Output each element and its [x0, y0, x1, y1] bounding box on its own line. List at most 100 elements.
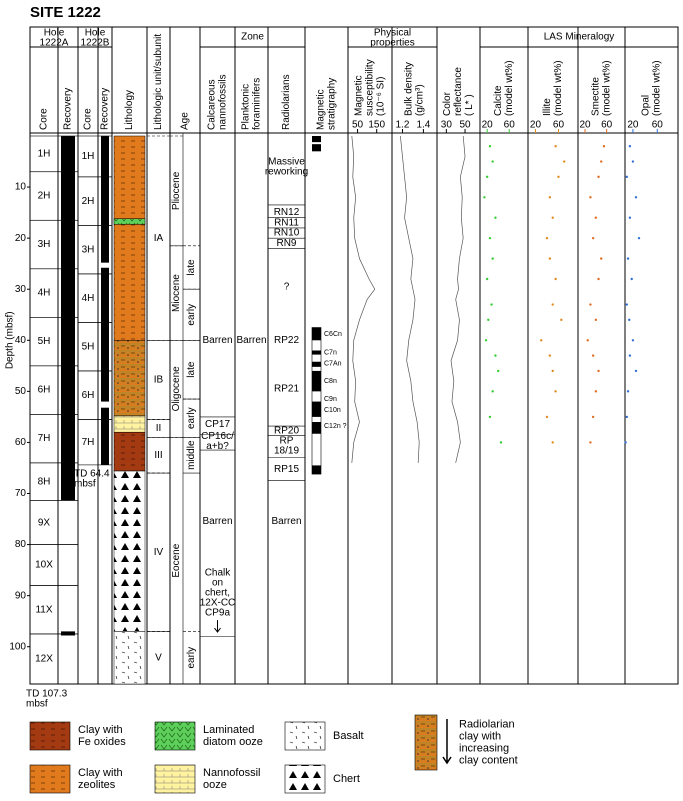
data-point	[594, 318, 598, 322]
zone-label: on	[212, 578, 223, 589]
zone-label: RP20	[274, 425, 299, 436]
column-header: Recovery	[63, 88, 74, 130]
legend-swatch	[154, 721, 196, 751]
column-header: (model wt%)	[504, 60, 515, 116]
data-point	[485, 175, 489, 179]
column-header: reflectance	[453, 67, 464, 116]
y-tick-label: 100	[9, 641, 26, 652]
interval-label: middle	[186, 440, 197, 470]
header: Hole	[85, 28, 106, 39]
data-point	[554, 277, 557, 281]
column-header: Lithology	[124, 90, 135, 130]
x-tick-label: 50	[352, 120, 364, 131]
x-tick-label: 20	[530, 120, 542, 131]
data-point	[594, 390, 598, 393]
data-point	[488, 145, 492, 148]
zone-label: a+b?	[206, 441, 229, 452]
core-label: 12X	[35, 654, 53, 665]
legend-swatch	[154, 764, 196, 794]
header: properties	[370, 38, 414, 49]
legend-label: increasing	[459, 742, 509, 754]
column-header: Magnetic	[316, 89, 327, 130]
column-header: Calcareous	[207, 79, 218, 130]
legend-label: zeolites	[78, 779, 116, 791]
legend-swatch	[29, 721, 71, 751]
zone-label: RP	[280, 436, 294, 447]
core-label: 7H	[38, 433, 51, 444]
td-note: TD 107.3	[26, 689, 68, 700]
zone-label: ?	[284, 281, 290, 292]
data-point	[594, 216, 598, 219]
legend-label: Nannofossil	[203, 767, 260, 779]
data-point	[628, 354, 632, 357]
data-point	[628, 145, 632, 148]
column-header: Illite	[542, 98, 553, 116]
data-point	[494, 216, 497, 219]
legend-label: diatom ooze	[203, 736, 263, 748]
data-point	[554, 390, 557, 393]
x-tick-label: 20	[627, 120, 639, 131]
legend-label: Basalt	[333, 730, 364, 742]
normal-polarity	[312, 422, 321, 434]
recovery-bar	[101, 267, 109, 402]
column-header: Smectite	[591, 77, 602, 116]
normal-polarity	[312, 401, 321, 417]
data-point	[497, 369, 500, 373]
core-label: 11X	[35, 604, 52, 615]
legend-label: clay with	[459, 730, 501, 742]
core-label: 2H	[82, 196, 95, 207]
core-label: 5H	[38, 336, 51, 347]
data-point	[494, 354, 497, 357]
axis-label: Depth (mbsf)	[5, 311, 16, 369]
core-label: 6H	[82, 390, 95, 401]
core-label: 6H	[38, 385, 51, 396]
normal-polarity	[312, 465, 321, 475]
data-point	[624, 441, 627, 444]
data-point	[589, 303, 592, 306]
zone-label: 12X-CC	[200, 598, 236, 609]
normal-polarity	[312, 370, 321, 392]
td-note: mbsf	[74, 479, 96, 490]
chron-label: C8n	[324, 378, 337, 385]
x-tick-label: 1.2	[396, 120, 410, 131]
legend-swatch	[284, 764, 326, 794]
chron-label: C10n	[324, 407, 341, 414]
x-tick-label: 60	[504, 120, 516, 131]
data-point	[499, 441, 503, 444]
data-point	[631, 160, 635, 163]
lithology-interval	[113, 631, 146, 685]
column-header: (g/cm³)	[415, 84, 426, 116]
legend-label: Clay with	[78, 724, 123, 736]
zone-label: Chalk	[205, 568, 232, 579]
column-header: Core	[39, 108, 50, 130]
header: Zone	[241, 32, 264, 43]
column-header: nannofossils	[218, 74, 229, 130]
interval-label: IV	[154, 547, 164, 558]
core-label: 3H	[38, 239, 51, 250]
recovery-bar	[101, 136, 109, 263]
x-tick-label: 20	[482, 120, 494, 131]
data-point	[625, 303, 629, 306]
zone-label: RN11	[274, 217, 299, 228]
data-point	[484, 339, 488, 342]
td-note: TD 64.4	[74, 469, 110, 480]
zone-label: RN12	[274, 207, 300, 218]
data-point	[597, 369, 600, 373]
data-point	[591, 415, 595, 419]
data-point	[602, 145, 606, 148]
curve	[351, 135, 376, 463]
data-point	[634, 369, 638, 373]
data-point	[626, 390, 630, 393]
header: Hole	[44, 28, 65, 39]
core-label: 5H	[82, 341, 95, 352]
data-point	[586, 339, 589, 342]
chron-label: C6Cn	[324, 331, 342, 338]
header: 1222A	[40, 38, 69, 49]
lithology-interval	[113, 340, 146, 417]
x-tick-label: 150	[368, 120, 385, 131]
zone-label: 18/19	[274, 446, 299, 457]
column-header: (model wt%)	[602, 60, 613, 116]
zone-label: reworking	[265, 166, 308, 177]
data-point	[483, 196, 486, 199]
